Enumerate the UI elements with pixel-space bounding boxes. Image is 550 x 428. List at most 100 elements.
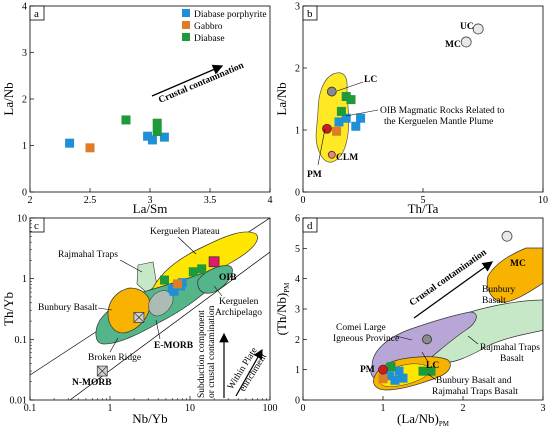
x-tick-label: 2 (28, 195, 33, 206)
panel-c-nmorb-label: N-MORB (72, 378, 112, 388)
panel-d-bunbury-upper-field (486, 247, 543, 303)
data-point-diabase (418, 366, 428, 376)
panel-d-mc-label: MC (510, 259, 526, 269)
panel-c-references (96, 256, 220, 377)
y-tick-label: 3 (22, 48, 27, 59)
panel-d-xlabel: (La/Nb)PM (397, 411, 450, 428)
y-tick-label: 3 (295, 2, 300, 13)
panel-d-lc-leader (421, 351, 429, 363)
data-point-diabase-porphyrite (398, 373, 408, 383)
data-point-diabase (152, 118, 162, 128)
panel-a-xlabel: La/Sm (133, 201, 168, 216)
panel-c-letter-box (29, 217, 45, 233)
panel-d-points (378, 362, 436, 385)
data-point-diabase (336, 106, 346, 116)
panel-d-rajmahal-label-1: Rajmahal Traps (480, 343, 540, 353)
panel-d-rajmahal-leader (467, 335, 479, 345)
panel-c-kerguelen-plateau-leader (177, 236, 197, 255)
data-point-diabase-porphyrite (65, 138, 75, 148)
panel-c-bunbury-leader (97, 307, 113, 311)
panel-b-oib-label-1: OIB Magmatic Rocks Related to (380, 106, 505, 116)
x-tick-label: 100 (263, 403, 278, 414)
y-tick-label: 1 (22, 274, 27, 285)
data-point-gabbro (85, 143, 95, 153)
y-tick-label: 1 (295, 365, 300, 376)
panel-c-within-plate-arrow (235, 348, 263, 397)
panel-b-uc-label: UC (460, 22, 474, 32)
x-tick-label: 3.5 (204, 195, 217, 206)
panel-d-bunbury-rajmahal-label-2: Rajmahal Traps Basalt (432, 387, 518, 397)
data-point-diabase-porphyrite (177, 278, 187, 288)
panel-a-points (65, 115, 169, 153)
panel-b-points (332, 92, 366, 136)
legend-swatch (182, 21, 190, 29)
y-tick-label: 2 (22, 95, 27, 106)
reference-mc (501, 230, 513, 242)
reference-pm (378, 364, 388, 375)
y-tick-label: 2 (295, 64, 300, 75)
x-tick-label: 0 (301, 195, 306, 206)
data-point-diabase (159, 275, 169, 285)
panel-d-rajmahal-label-2: Basalt (500, 354, 524, 364)
data-point-diabase (386, 362, 396, 372)
legend-swatch (182, 9, 190, 17)
x-tick-label: 2 (461, 403, 466, 414)
y-tick-label: 4 (22, 2, 27, 13)
data-point-diabase-porphyrite (356, 113, 366, 123)
panel-b-xlabel: Th/Ta (408, 201, 439, 216)
reference-n-morb-cross (96, 365, 108, 377)
panel-d-bunbury-rajmahal-leader (427, 373, 437, 381)
panel-c-ylabel: Th/Yb (1, 292, 16, 326)
panel-b-ticks: 0 5 10 0 1 2 3 (295, 2, 548, 207)
reference-oib (208, 256, 220, 268)
panel-c-kerguelen-archipelago-field (197, 265, 233, 294)
data-point-diabase (426, 366, 436, 376)
panel-c-grey-field (148, 290, 174, 317)
panel-d-crustal-arrow (413, 261, 494, 319)
panel-d-bunbury-rajmahal-label-1: Bunbury Basalt and (436, 376, 512, 386)
data-point-diabase-porphyrite (394, 366, 404, 376)
panel-d-ylabel: (Th/Nb)PM (274, 282, 291, 336)
panel-b-oib-label-2: the Kerguelen Mantle Plume (384, 117, 493, 127)
panel-c-frame (29, 217, 271, 401)
y-tick-label: 0.01 (10, 396, 28, 407)
y-tick-label: 0 (295, 188, 300, 199)
panel-c-kerguelen-archipelago-leader (213, 285, 223, 297)
y-tick-label: 0 (22, 188, 27, 199)
reference-clm (327, 150, 336, 159)
panel-b-oib-leader (345, 109, 379, 117)
panel-d-ticks: 0 1 2 3 0 1 2 3 4 5 6 (295, 214, 546, 415)
panel-d-letter-box (302, 217, 318, 233)
legend-label: Diabase porphyrite (194, 10, 267, 20)
y-tick-label: 0 (295, 396, 300, 407)
panel-a-arrow (151, 64, 224, 97)
reference-lc (422, 334, 432, 345)
panel-b-ylabel: La/Nb (274, 82, 289, 115)
legend-label: Gabbro (194, 22, 223, 32)
data-point-gabbro (332, 126, 342, 136)
panel-c-subduction-label-1: Subduction component (197, 310, 207, 398)
data-point-diabase-porphyrite (143, 131, 153, 141)
panel-c-oib-label: OIB (219, 273, 237, 283)
legend-label: Diabase (194, 34, 225, 44)
data-point-diabase (152, 127, 162, 137)
data-point-diabase-porphyrite (167, 283, 177, 293)
panel-a: a 2 2.5 3 3.5 4 0 1 2 3 4 Diabase porphyrite Gabbr… (1, 2, 273, 217)
y-tick-label: 3 (295, 305, 300, 316)
panel-b-letter-box (302, 5, 318, 21)
panel-d-comei-leader (395, 335, 413, 341)
data-point-gabbro (378, 374, 388, 384)
reference-e-morb-cross (133, 312, 145, 323)
panel-b-clm-label: CLM (336, 153, 358, 163)
panel-a-arrow-label: Crustal contamination (157, 60, 246, 105)
panel-b: b 0 5 10 0 1 2 3 LC OIB Magmatic Rocks Related… (274, 2, 548, 217)
panel-a-frame (29, 5, 271, 193)
data-point-diabase (346, 95, 356, 105)
panel-a-ticks: 2 2.5 3 3.5 4 0 1 2 3 4 (22, 2, 273, 207)
panel-d-bunbury-label-2: Basalt (482, 296, 506, 306)
panel-c-points (159, 264, 207, 296)
reference-uc (472, 23, 484, 35)
x-tick-label: 2.5 (84, 195, 97, 206)
